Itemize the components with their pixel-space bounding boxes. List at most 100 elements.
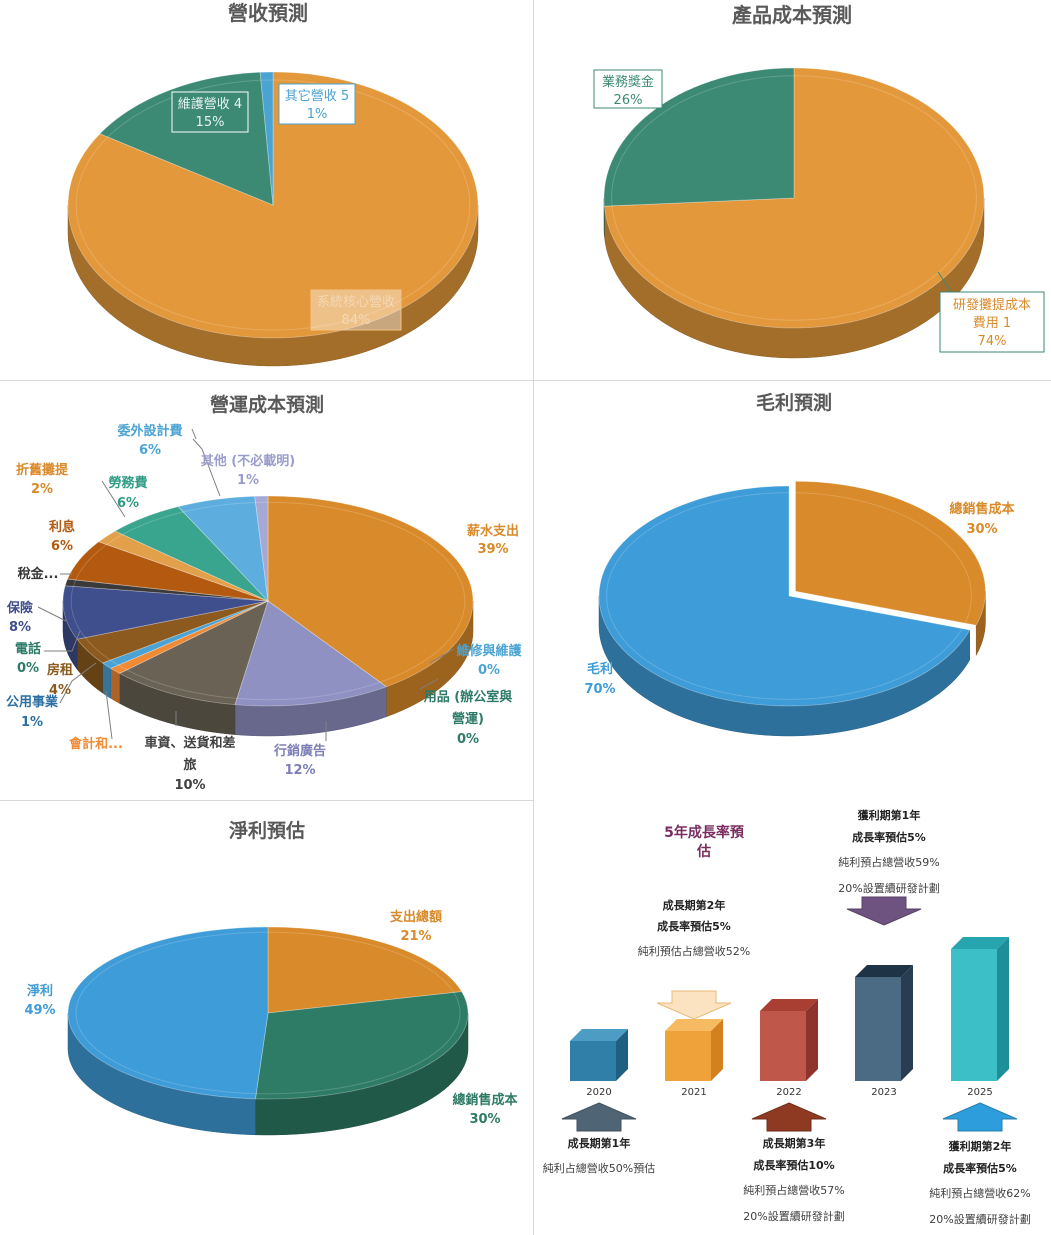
row-divider-2 xyxy=(0,800,533,801)
growth-arrow-down xyxy=(656,990,732,1020)
svg-text:26%: 26% xyxy=(614,93,643,108)
pie-slice-稅金... xyxy=(64,578,269,602)
operating-cost-chart-title: 營運成本預測 xyxy=(210,393,324,416)
svg-text:30%: 30% xyxy=(469,1112,500,1127)
revenue-label-other: 其它營收 5 1% xyxy=(278,83,356,125)
cube-2023: 2023 xyxy=(855,965,913,1098)
pie-slice-公用事業 xyxy=(101,600,269,669)
svg-text:6%: 6% xyxy=(51,539,73,554)
svg-text:公用事業: 公用事業 xyxy=(6,694,59,710)
svg-text:2%: 2% xyxy=(31,482,53,497)
cube-side xyxy=(806,999,818,1081)
growth-note-2021: 成長期第2年 成長率預估5% 純利預估占總營收52% xyxy=(638,898,750,958)
svg-text:淨利: 淨利 xyxy=(27,983,53,999)
cube-side xyxy=(616,1029,628,1081)
pie-slice-毛利 xyxy=(598,485,971,707)
revenue-chart-title: 營收預測 xyxy=(228,1,308,25)
revenue-chart: 營收預測 系統核心營收 84% 維護營收 4 15% 其它營收 5 1% xyxy=(67,1,479,367)
svg-text:1%: 1% xyxy=(237,473,259,488)
leader-supplies xyxy=(419,678,439,690)
product-cost-chart-panel: 產品成本預測 業務獎金 26% 研發攤提成本 費用 1 74% xyxy=(534,0,1051,380)
growth-arrow-up xyxy=(751,1102,827,1132)
growth-title-line2: 估 xyxy=(696,843,711,860)
growth-note-2020: 成長期第1年 純利占總營收50%預估 xyxy=(543,1136,655,1175)
net-profit-chart-panel: 淨利預估 支出總額 21% 總銷售成本 30% 淨利 49% xyxy=(0,801,533,1235)
pie-slice-淨利 xyxy=(67,926,269,1100)
pie-slice-其他-(不必載明) xyxy=(254,495,269,602)
svg-text:支出總額: 支出總額 xyxy=(389,909,442,925)
svg-text:業務獎金: 業務獎金 xyxy=(602,74,654,90)
revenue-pie-highlight xyxy=(75,79,471,331)
svg-text:純利預估占總營收52%: 純利預估占總營收52% xyxy=(638,944,750,958)
svg-text:勞務費: 勞務費 xyxy=(108,475,147,491)
revenue-label-maintenance: 維護營收 4 15% xyxy=(171,91,249,133)
leader-depreciation xyxy=(101,480,126,518)
cube-year-label: 2023 xyxy=(871,1087,896,1098)
svg-text:車資、送貨和差: 車資、送貨和差 xyxy=(144,735,235,751)
pie-slice-折舊攤提 xyxy=(97,530,269,602)
cube-year-label: 2025 xyxy=(967,1087,992,1098)
growth-infographic: 5年成長率預 估 成長期第2年 成長率預估5% 純利預估占總營收52% 獲利期第… xyxy=(543,808,1031,1226)
svg-text:毛利: 毛利 xyxy=(587,661,613,677)
svg-text:1%: 1% xyxy=(21,715,43,730)
cube-front xyxy=(760,1011,806,1081)
product-cost-label-rd: 研發攤提成本 費用 1 74% xyxy=(939,291,1045,353)
pie-slice-支出總額 xyxy=(267,926,463,1014)
pie-slice-委外設計費 xyxy=(177,495,269,603)
svg-text:總銷售成本: 總銷售成本 xyxy=(452,1092,517,1108)
operating-cost-labels: 薪水支出 39% 維修與維護 0% 用品 (辦公室與 營運) 0% 行銷廣告 1… xyxy=(6,423,523,793)
pie-slice-利息 xyxy=(66,541,269,602)
svg-text:房租: 房租 xyxy=(47,662,73,678)
svg-text:系統核心營收: 系統核心營收 xyxy=(317,295,395,310)
cube-front xyxy=(665,1031,711,1081)
pie-slice-車資、送貨和差 xyxy=(118,600,269,706)
pie-slice-總銷售成本 xyxy=(254,991,469,1100)
net-profit-pie-highlight xyxy=(75,931,461,1095)
svg-text:折舊攤提: 折舊攤提 xyxy=(16,462,69,478)
gross-profit-chart: 毛利預測 總銷售成本 30% 毛利 70% xyxy=(584,391,1015,737)
net-profit-chart-title: 淨利預估 xyxy=(229,819,305,842)
pie-slice-行銷廣告 xyxy=(234,600,388,707)
growth-note-2025: 獲利期第2年 成長率預估5% 純利預占總營收62% 20%設置續研發計劃 xyxy=(929,1139,1030,1226)
operating-cost-pie-sides xyxy=(62,600,474,737)
svg-text:維修與維護: 維修與維護 xyxy=(456,643,522,659)
svg-text:純利預占總營收62%: 純利預占總營收62% xyxy=(929,1186,1030,1200)
svg-text:21%: 21% xyxy=(400,929,431,944)
growth-cubes: 2020 2021 2022 2023 2025 xyxy=(570,937,1009,1098)
gross-profit-pie-highlight xyxy=(606,492,972,700)
svg-text:稅金...: 稅金... xyxy=(18,566,59,582)
cube-2025: 2025 xyxy=(951,937,1009,1098)
svg-text:保險: 保險 xyxy=(6,600,33,616)
svg-text:維護營收 4: 維護營收 4 xyxy=(178,96,242,112)
svg-text:39%: 39% xyxy=(477,542,508,557)
svg-text:純利預占總營收57%: 純利預占總營收57% xyxy=(743,1183,844,1197)
svg-text:20%設置續研發計劃: 20%設置續研發計劃 xyxy=(743,1209,844,1223)
svg-text:成長期第3年: 成長期第3年 xyxy=(763,1136,826,1150)
svg-text:30%: 30% xyxy=(966,522,997,537)
svg-text:成長率預估5%: 成長率預估5% xyxy=(852,830,926,844)
cube-front xyxy=(570,1041,616,1081)
growth-note-2023: 獲利期第1年 成長率預估5% 純利預占總營收59% 20%設置續研發計劃 xyxy=(838,808,939,895)
svg-text:費用 1: 費用 1 xyxy=(973,316,1011,331)
svg-text:純利預占總營收59%: 純利預占總營收59% xyxy=(838,855,939,869)
growth-infographic-panel: 5年成長率預 估 成長期第2年 成長率預估5% 純利預估占總營收52% 獲利期第… xyxy=(534,801,1051,1235)
pie-slice-保險 xyxy=(62,585,269,640)
svg-text:49%: 49% xyxy=(24,1003,55,1018)
svg-text:其他 (不必載明): 其他 (不必載明) xyxy=(201,453,295,469)
leader-design xyxy=(191,428,197,440)
svg-text:用品 (辦公室與: 用品 (辦公室與 xyxy=(423,689,512,705)
leader-insurance xyxy=(37,606,67,622)
product-cost-chart: 產品成本預測 業務獎金 26% 研發攤提成本 費用 1 74% xyxy=(593,3,1045,359)
svg-text:營運): 營運) xyxy=(452,711,484,727)
growth-note-2022: 成長期第3年 成長率預估10% 純利預占總營收57% 20%設置續研發計劃 xyxy=(743,1136,844,1223)
growth-arrow-down xyxy=(846,896,922,926)
svg-text:獲利期第2年: 獲利期第2年 xyxy=(949,1139,1012,1153)
svg-text:10%: 10% xyxy=(174,778,205,793)
product-cost-label-bonus: 業務獎金 26% xyxy=(593,69,663,109)
cube-2020: 2020 xyxy=(570,1029,628,1098)
cube-year-label: 2022 xyxy=(776,1087,801,1098)
svg-text:利息: 利息 xyxy=(49,519,75,535)
product-cost-pie xyxy=(603,67,985,359)
cube-2022: 2022 xyxy=(760,999,818,1098)
svg-text:74%: 74% xyxy=(978,334,1007,349)
